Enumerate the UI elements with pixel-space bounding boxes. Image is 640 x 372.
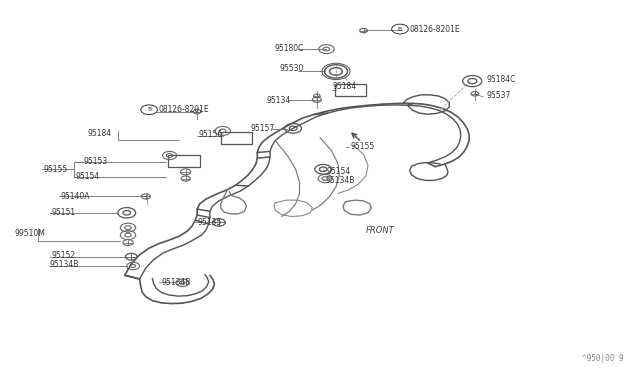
- Text: 95134B: 95134B: [161, 278, 191, 287]
- Text: 95151: 95151: [51, 208, 76, 217]
- Text: 95184C: 95184C: [486, 76, 516, 84]
- Text: 95154: 95154: [76, 172, 100, 181]
- Text: 99510M: 99510M: [14, 229, 45, 238]
- Text: 95157: 95157: [251, 124, 275, 133]
- Text: 95153: 95153: [83, 157, 108, 166]
- Text: 08126-8201E: 08126-8201E: [410, 25, 460, 33]
- Text: 95134: 95134: [267, 96, 291, 105]
- Text: ^950|00 9: ^950|00 9: [582, 354, 624, 363]
- Text: 95155: 95155: [44, 165, 68, 174]
- Text: 95155: 95155: [351, 142, 375, 151]
- Text: 95530: 95530: [280, 64, 304, 73]
- Text: 95184: 95184: [88, 129, 112, 138]
- Text: 95135: 95135: [197, 218, 221, 227]
- Text: 95184: 95184: [333, 82, 357, 91]
- Text: 95154: 95154: [326, 167, 351, 176]
- Text: 95134B: 95134B: [325, 176, 355, 185]
- Text: 95134B: 95134B: [50, 260, 79, 269]
- Text: B: B: [398, 26, 402, 32]
- Text: B: B: [147, 107, 151, 112]
- Text: 95537: 95537: [486, 92, 511, 100]
- Text: 95180C: 95180C: [275, 44, 304, 53]
- Text: 95152: 95152: [51, 251, 76, 260]
- Text: 95140A: 95140A: [61, 192, 90, 201]
- Text: FRONT: FRONT: [366, 226, 395, 235]
- Text: 08126-8201E: 08126-8201E: [159, 105, 209, 114]
- Text: 95156: 95156: [198, 130, 223, 139]
